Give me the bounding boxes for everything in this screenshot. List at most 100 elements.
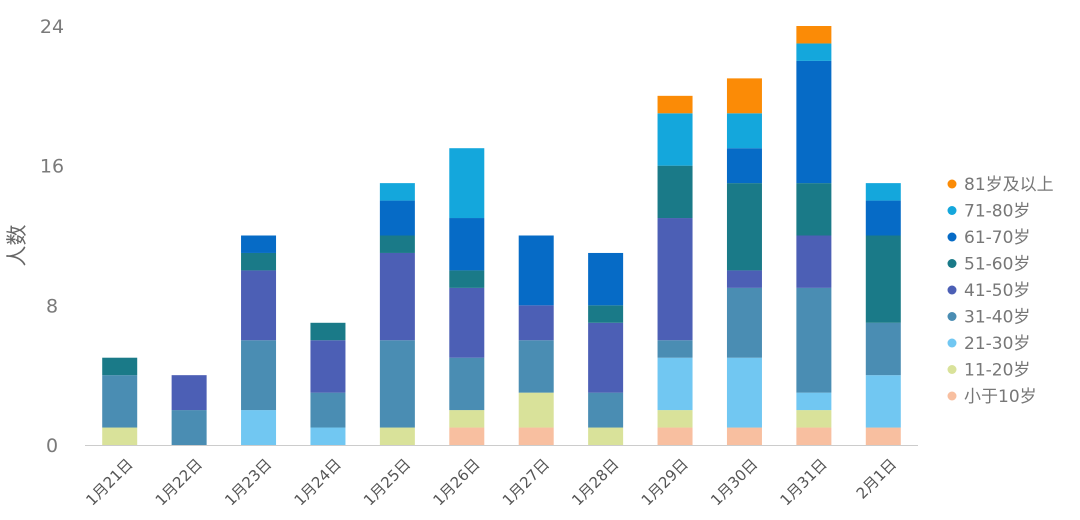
bar-stack	[726, 78, 762, 445]
bar-segment	[310, 392, 346, 428]
bar-segment	[657, 410, 693, 428]
legend-swatch	[947, 259, 957, 268]
bar-segment	[796, 410, 832, 428]
legend-swatch	[947, 338, 957, 348]
legend-item: 41-50岁	[947, 281, 1030, 301]
x-category-label: 1月27日	[499, 455, 553, 509]
bar-segment	[865, 183, 901, 201]
bar-segment	[657, 95, 693, 114]
bar-segment	[657, 340, 693, 358]
x-category-label: 1月29日	[638, 455, 692, 509]
bar-segment	[310, 322, 346, 341]
bar-segment	[796, 26, 832, 44]
bar-stack	[796, 26, 832, 445]
legend-item: 81岁及以上	[947, 175, 1054, 195]
x-category-label: 1月22日	[152, 455, 206, 509]
bar-stack	[102, 357, 138, 445]
bar-segment	[796, 287, 832, 393]
bar-segment	[865, 235, 901, 323]
bar-segment	[102, 427, 138, 445]
bar-segment	[796, 43, 832, 61]
y-axis-tick-labels: 0 8 16 24	[40, 16, 64, 457]
legend-label: 小于10岁	[964, 387, 1037, 407]
bar-segment	[796, 235, 832, 288]
bar-segment	[518, 235, 554, 306]
bar-segment	[796, 392, 832, 411]
bar-stack	[657, 95, 693, 445]
bar-stack	[379, 183, 415, 445]
bar-segment	[379, 200, 415, 236]
bar-segment	[241, 235, 277, 253]
bar-segment	[241, 270, 277, 341]
legend-item: 51-60岁	[947, 255, 1030, 275]
bar-segment	[449, 270, 485, 288]
bar-stack	[865, 183, 901, 445]
bar-segment	[241, 410, 277, 445]
legend: 81岁及以上 71-80岁 61-70岁 51-60岁 41-50岁 31-40岁 21-3…	[947, 175, 1054, 407]
legend-label: 21-30岁	[964, 334, 1030, 354]
bar-stacks	[102, 26, 901, 445]
legend-item: 小于10岁	[947, 387, 1037, 407]
legend-label: 31-40岁	[964, 308, 1030, 328]
x-category-label: 1月30日	[707, 455, 761, 509]
bar-stack	[588, 252, 624, 445]
bar-segment	[449, 218, 485, 271]
bar-segment	[518, 340, 554, 393]
legend-swatch	[947, 179, 957, 189]
bar-segment	[865, 427, 901, 445]
bar-stack	[310, 322, 346, 445]
bar-segment	[726, 148, 762, 184]
legend-swatch	[947, 391, 957, 401]
bar-segment	[102, 357, 138, 376]
bar-segment	[726, 78, 762, 114]
bar-segment	[865, 322, 901, 376]
bar-segment	[379, 427, 415, 445]
legend-label: 41-50岁	[964, 281, 1030, 301]
x-category-label: 1月28日	[568, 455, 622, 509]
bar-stack	[241, 235, 277, 445]
legend-item: 21-30岁	[947, 334, 1030, 354]
bar-segment	[518, 427, 554, 445]
bar-segment	[657, 427, 693, 445]
bar-segment	[726, 270, 762, 288]
bar-segment	[588, 305, 624, 323]
bar-segment	[726, 183, 762, 271]
bar-segment	[310, 427, 346, 445]
legend-label: 61-70岁	[964, 228, 1030, 248]
legend-swatch	[947, 206, 957, 215]
bar-segment	[241, 252, 277, 271]
bar-segment	[657, 218, 693, 341]
y-axis-label: 人数	[5, 225, 29, 267]
bar-segment	[518, 392, 554, 428]
bar-segment	[379, 252, 415, 341]
legend-label: 71-80岁	[964, 202, 1030, 222]
bar-segment	[657, 165, 693, 219]
y-tick-label: 8	[46, 295, 58, 317]
bar-stack	[518, 235, 554, 445]
bar-segment	[588, 392, 624, 428]
x-category-label: 1月23日	[221, 455, 275, 509]
bar-segment	[449, 357, 485, 411]
bar-segment	[588, 322, 624, 393]
bar-stack	[171, 375, 207, 445]
x-axis-category-labels: 1月21日 1月22日 1月23日 1月24日 1月25日 1月26日 1月27日 1月28日…	[82, 455, 900, 509]
legend-item: 61-70岁	[947, 228, 1030, 248]
bar-segment	[241, 340, 277, 411]
bar-segment	[865, 375, 901, 428]
bar-segment	[796, 183, 832, 236]
x-category-label: 1月24日	[291, 455, 345, 509]
bar-segment	[449, 410, 485, 428]
legend-label: 51-60岁	[964, 255, 1030, 275]
bar-segment	[796, 60, 832, 184]
x-category-label: 1月26日	[429, 455, 483, 509]
y-tick-label: 24	[40, 16, 64, 38]
bar-segment	[726, 427, 762, 445]
bar-segment	[171, 410, 207, 445]
legend-label: 81岁及以上	[964, 175, 1054, 195]
bar-segment	[379, 340, 415, 428]
legend-label: 11-20岁	[964, 361, 1030, 381]
legend-swatch	[947, 285, 957, 295]
bar-segment	[726, 113, 762, 149]
bar-segment	[379, 235, 415, 253]
